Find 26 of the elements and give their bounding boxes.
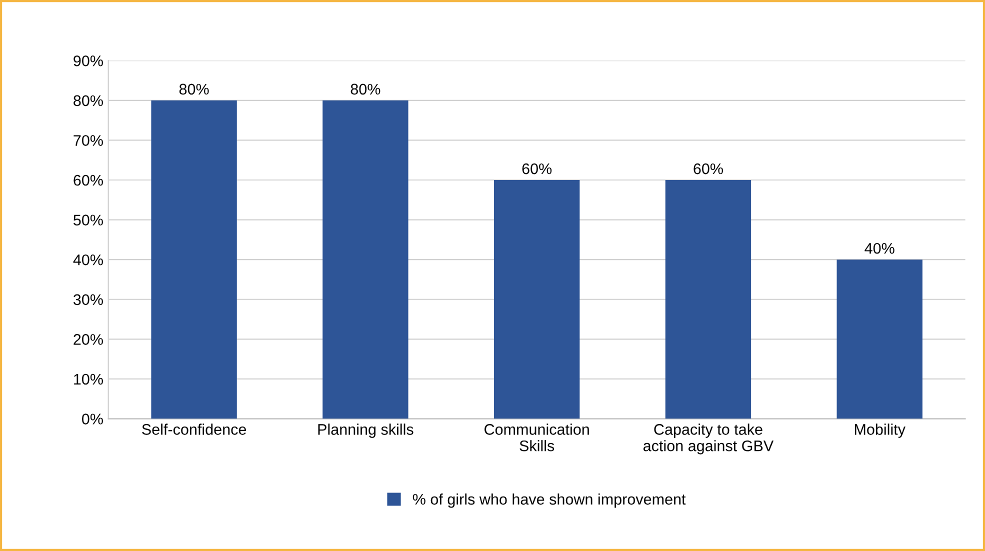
bar bbox=[494, 180, 580, 419]
text: 80% bbox=[179, 84, 209, 95]
y-tick-label: 60% bbox=[74, 174, 103, 186]
x-tick-label: Self-confidence bbox=[142, 424, 246, 435]
bar bbox=[151, 100, 237, 419]
y-tick-label: 10% bbox=[74, 374, 103, 385]
text: 40% bbox=[864, 242, 894, 254]
y-tick-label: 30% bbox=[73, 294, 103, 306]
x-tick-label: Mobility bbox=[854, 424, 906, 438]
x-tick-label: Planning skills bbox=[318, 424, 414, 438]
y-tick-label: 90% bbox=[74, 55, 103, 66]
bar bbox=[836, 260, 922, 419]
y-tick-label: 50% bbox=[74, 214, 103, 226]
y-tick-label: 70% bbox=[74, 135, 103, 146]
y-tick-label: 80% bbox=[74, 95, 103, 106]
text: 60% bbox=[694, 163, 723, 174]
x-tick-label: Capacity to take action against GBV bbox=[643, 424, 774, 454]
bar bbox=[665, 180, 752, 419]
y-tick-label: 40% bbox=[73, 254, 103, 266]
text: 80% bbox=[350, 84, 380, 95]
y-tick-label: 0% bbox=[82, 414, 103, 424]
x-tick-label: Communication Skills bbox=[484, 424, 589, 452]
legend-label: % of girls who have shown improvement bbox=[412, 493, 686, 508]
bar bbox=[322, 100, 408, 419]
y-tick-label: 20% bbox=[74, 334, 103, 345]
text: 60% bbox=[522, 163, 552, 174]
